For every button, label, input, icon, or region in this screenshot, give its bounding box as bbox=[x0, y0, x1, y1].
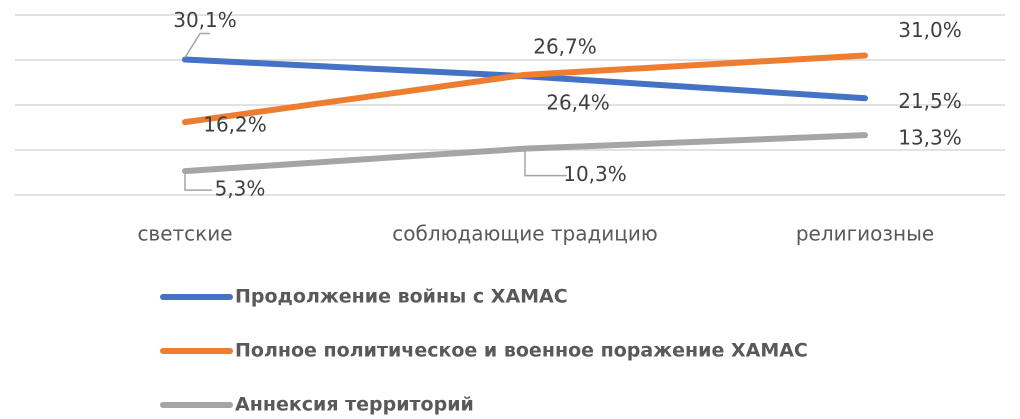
leader-line bbox=[184, 173, 212, 191]
x-tick-label: соблюдающие традицию bbox=[392, 222, 657, 246]
leader-line bbox=[524, 150, 567, 177]
legend-label: Аннексия территорий bbox=[235, 394, 474, 416]
data-label: 16,2% bbox=[203, 113, 267, 137]
data-label: 13,3% bbox=[898, 126, 962, 150]
legend-label: Полное политическое и военное поражение … bbox=[235, 340, 808, 362]
series-line bbox=[182, 52, 868, 126]
data-label: 26,7% bbox=[533, 34, 597, 58]
x-tick-label: религиозные bbox=[796, 222, 934, 246]
series-line bbox=[182, 56, 868, 102]
data-label: 10,3% bbox=[563, 162, 627, 186]
legend-label: Продолжение войны с ХАМАС bbox=[235, 286, 568, 308]
x-tick-label: светские bbox=[137, 222, 232, 246]
leader-line bbox=[184, 32, 210, 58]
data-label: 31,0% bbox=[898, 18, 962, 42]
data-label: 21,5% bbox=[898, 89, 962, 113]
data-label: 26,4% bbox=[546, 91, 610, 115]
data-label: 5,3% bbox=[215, 177, 266, 201]
series-line bbox=[182, 132, 868, 175]
data-label: 30,1% bbox=[173, 8, 237, 32]
